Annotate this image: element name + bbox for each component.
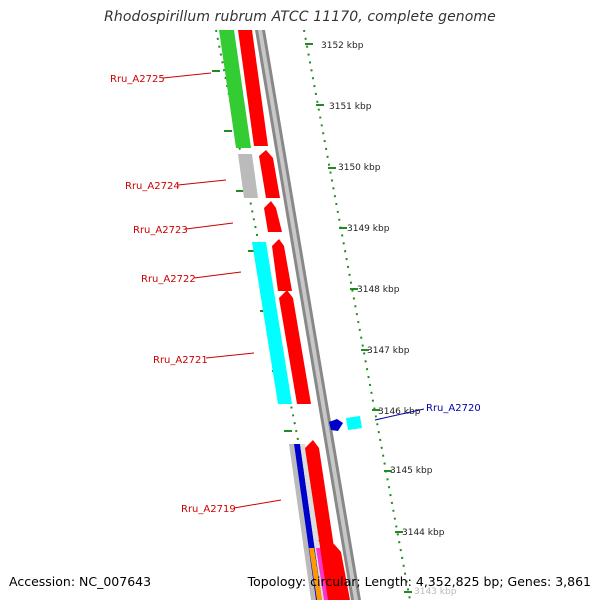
plus-strand-track[interactable] [329,416,362,431]
gene-feature-rru-a2720-cog [329,419,343,431]
gene-feature-rru-a2722-cog [252,242,292,404]
gene-feature-rru-a2725-cog [219,30,251,148]
gene-feature-rru-a2724-cog [238,154,258,198]
backbone-highlight [258,30,358,600]
label-leader-lines [162,72,425,509]
tick-label: 3144 kbp [402,528,445,538]
topology-text: Topology: circular; Length: 4,352,825 bp… [247,574,591,589]
minus-strand-track[interactable] [238,30,350,600]
gene-feature-rru-a2720 [346,416,362,430]
gene-labels[interactable]: Rru_A2725 Rru_A2724 Rru_A2723 Rru_A2722 … [110,74,481,515]
gene-label: Rru_A2723 [133,225,188,236]
gene-feature-rru-a2722 [272,239,292,291]
gene-label: Rru_A2720 [426,403,481,414]
outer-dotted-track [303,29,411,600]
gene-feature-rru-a2725 [238,30,268,146]
cog-feature-track[interactable] [219,30,329,600]
tick-label: 3152 kbp [321,41,364,51]
gene-label: Rru_A2721 [153,355,208,366]
gene-label: Rru_A2724 [125,181,180,192]
gene-label: Rru_A2719 [181,504,236,515]
tick-label: 3149 kbp [347,224,390,234]
tick-label: 3143 kbp [414,587,457,597]
map-title: Rhodospirillum rubrum ATCC 11170, comple… [104,9,496,25]
gene-feature-rru-a2724 [259,150,280,198]
gene-label: Rru_A2725 [110,74,165,85]
accession-text: Accession: NC_007643 [9,574,152,589]
gene-feature-rru-a2719-cog-1 [289,444,316,600]
gene-feature-rru-a2723 [264,201,282,232]
tick-label: 3151 kbp [329,102,372,112]
tick-label: 3145 kbp [390,466,433,476]
gene-feature-rru-a2721 [279,290,311,404]
gene-feature-stripe-orange [309,548,322,600]
outer-track-ticks [305,43,412,593]
tick-label: 3146 kbp [378,407,421,417]
tick-label: 3147 kbp [367,346,410,356]
gene-feature-stripe-magenta [316,548,329,600]
gene-feature-rru-a2718 [327,544,350,600]
gene-label: Rru_A2722 [141,274,196,285]
tick-label: 3150 kbp [338,163,381,173]
tick-labels: 3152 kbp 3151 kbp 3150 kbp 3149 kbp 3148… [321,41,457,597]
tick-label: 3148 kbp [357,285,400,295]
